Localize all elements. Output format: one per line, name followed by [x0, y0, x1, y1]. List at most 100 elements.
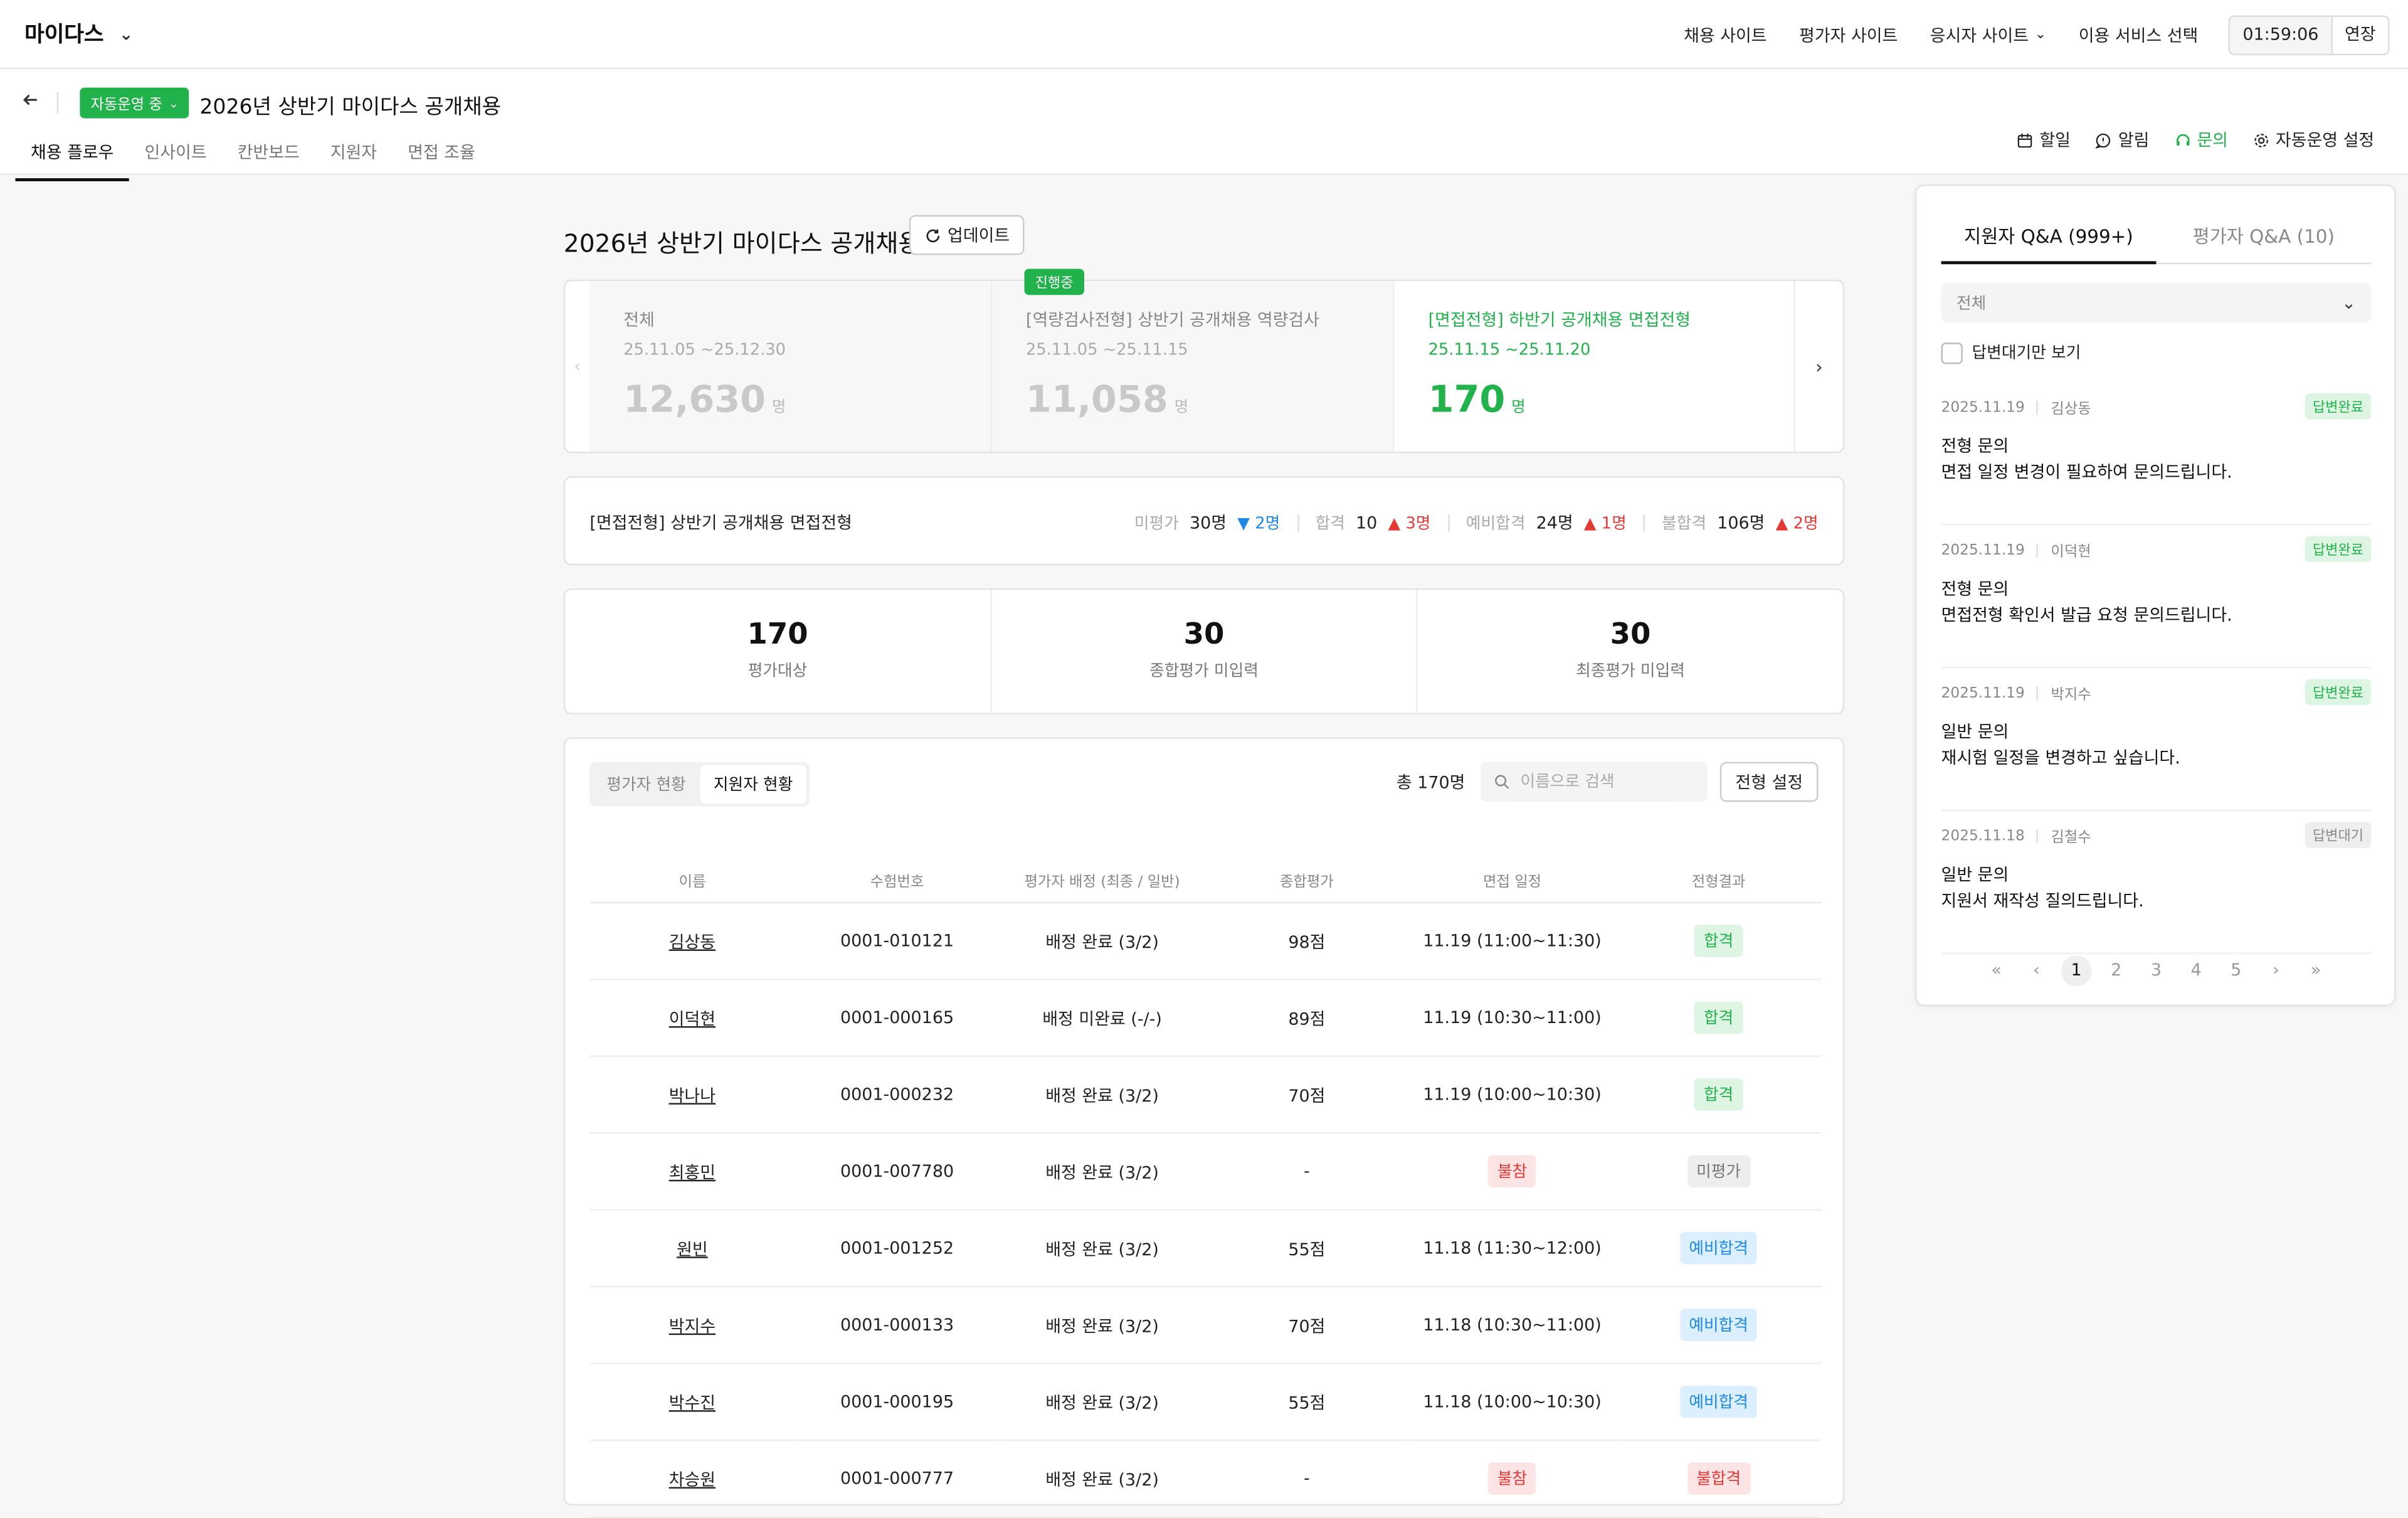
status-dropdown[interactable]: 자동운영 중 ⌄ [80, 87, 190, 119]
overall-score: - [1205, 1133, 1409, 1211]
table-row[interactable]: 차승원 0001-000777 배정 완료 (3/2) - 불참 불합격 [589, 1440, 1822, 1518]
applicant-name-link[interactable]: 김상동 [668, 932, 716, 952]
applicant-name-link[interactable]: 박지수 [668, 1315, 716, 1336]
applicant-name-link[interactable]: 최홍민 [668, 1162, 716, 1182]
exam-number: 0001-000777 [795, 1440, 1000, 1518]
applicant-table: 이름 수험번호 평가자 배정 (최종 / 일반) 종합평가 면접 일정 전형결과… [589, 858, 1822, 1518]
gear-icon [2254, 133, 2268, 147]
divider [1447, 514, 1449, 531]
list-item[interactable]: 2025.11.19 김상동 답변완료 전형 문의 면접 일정 변경이 필요하여 … [1941, 383, 2372, 526]
applicant-status-tab[interactable]: 지원자 현황 [699, 765, 807, 804]
stage-card-all[interactable]: 전체 25.11.05 ~25.12.30 12,630 명 [589, 281, 993, 452]
checkbox-box[interactable] [1941, 341, 1963, 364]
page-1[interactable]: 1 [2056, 955, 2096, 987]
applicant-name-link[interactable]: 차승원 [668, 1469, 716, 1490]
stage-settings-button[interactable]: 전형 설정 [1719, 762, 1819, 802]
stat-reserve: 예비합격 24명 ▲ 1명 [1466, 510, 1627, 534]
list-item[interactable]: 2025.11.18 김철수 답변대기 일반 문의 지원서 재작성 질의드립니다. [1941, 811, 2372, 954]
triangle-up-icon: ▲ [1388, 514, 1401, 533]
applicant-name-link[interactable]: 박나나 [668, 1085, 716, 1106]
tab-interview-schedule[interactable]: 면접 조율 [408, 142, 475, 163]
brand-menu[interactable]: 마이다스 ⌄ [24, 18, 133, 49]
last-page-icon[interactable]: » [2310, 960, 2321, 980]
service-select-link[interactable]: 이용 서비스 선택 [2078, 26, 2199, 46]
overall-score: 55점 [1205, 1363, 1409, 1441]
tab-applicants[interactable]: 지원자 [330, 142, 378, 163]
evaluator-site-link[interactable]: 평가자 사이트 [1799, 26, 1898, 46]
stat-fail: 불합격 106명 ▲ 2명 [1662, 510, 1818, 534]
back-arrow-icon[interactable] [21, 90, 40, 115]
table-header-row: 이름 수험번호 평가자 배정 (최종 / 일반) 종합평가 면접 일정 전형결과 [589, 858, 1822, 903]
divider [1297, 514, 1299, 531]
page-3[interactable]: 3 [2150, 960, 2162, 980]
table-row[interactable]: 이덕현 0001-000165 배정 미완료 (-/-) 89점 11.19 (… [589, 979, 1822, 1057]
search-icon [1495, 775, 1509, 789]
session-timer: 01:59:06 연장 [2229, 15, 2390, 56]
todo-button[interactable]: 할일 [2017, 127, 2071, 152]
auto-settings-label: 자동운영 설정 [2275, 130, 2375, 151]
search-input[interactable] [1517, 771, 1692, 793]
result-badge: 합격 [1694, 925, 1743, 957]
absent-badge: 불참 [1488, 1155, 1536, 1188]
evaluator-status-tab[interactable]: 평가자 현황 [606, 775, 686, 795]
applicant-site-menu[interactable]: 응시자 사이트 ⌄ [1930, 23, 2047, 48]
table-row[interactable]: 김상동 0001-010121 배정 완료 (3/2) 98점 11.19 (1… [589, 902, 1822, 980]
tab-insight[interactable]: 인사이트 [144, 142, 207, 163]
applicant-name-link[interactable]: 박수진 [668, 1393, 716, 1413]
prev-page-icon[interactable]: ‹ [2032, 960, 2040, 980]
recruit-site-link[interactable]: 채용 사이트 [1684, 26, 1767, 46]
list-item[interactable]: 2025.11.19 이덕현 답변완료 전형 문의 면접전형 확인서 발급 요청 … [1941, 526, 2372, 669]
stage-card-aptitude[interactable]: [역량검사전형] 상반기 공개채용 역량검사 25.11.05 ~25.11.1… [992, 281, 1395, 452]
qa-filter-select[interactable]: 전체 ⌄ [1941, 282, 2372, 323]
page-2[interactable]: 2 [2111, 960, 2122, 980]
assign-status: 배정 완료 (3/2) [999, 1209, 1205, 1288]
stage-unit: 명 [1174, 399, 1189, 417]
kpi-label: 최종평가 미입력 [1576, 662, 1685, 681]
result-badge: 합격 [1694, 1078, 1743, 1111]
top-nav: 채용 사이트 평가자 사이트 응시자 사이트 ⌄ 이용 서비스 선택 01:59… [1652, 15, 2390, 56]
table-row[interactable]: 박지수 0001-000133 배정 완료 (3/2) 70점 11.18 (1… [589, 1287, 1822, 1364]
exam-number: 0001-010121 [795, 902, 1000, 980]
kpi-value: 170 [747, 617, 808, 652]
first-page-icon[interactable]: « [1991, 960, 2002, 980]
stage-name: [역량검사전형] 상반기 공개채용 역량검사 [1025, 310, 1319, 331]
applicant-name-link[interactable]: 이덕현 [668, 1008, 716, 1029]
table-row[interactable]: 원빈 0001-001252 배정 완료 (3/2) 55점 11.18 (11… [589, 1209, 1822, 1288]
col-result: 전형결과 [1615, 858, 1822, 903]
table-row[interactable]: 최홍민 0001-007780 배정 완료 (3/2) - 불참 미평가 [589, 1133, 1822, 1211]
chevron-down-icon: ⌄ [2034, 28, 2047, 43]
table-row[interactable]: 박수진 0001-000195 배정 완료 (3/2) 55점 11.18 (1… [589, 1363, 1822, 1441]
result-badge: 예비합격 [1679, 1232, 1758, 1265]
alert-button[interactable]: 알림 [2095, 127, 2149, 152]
applicant-site-label: 응시자 사이트 [1930, 26, 2029, 46]
exam-number: 0001-001252 [795, 1209, 1000, 1288]
table-row[interactable]: 박나나 0001-000232 배정 완료 (3/2) 70점 11.19 (1… [589, 1056, 1822, 1134]
applicant-name-link[interactable]: 원빈 [677, 1239, 708, 1259]
auto-settings-button[interactable]: 자동운영 설정 [2252, 127, 2374, 152]
stat-pass: 합격 10 ▲ 3명 [1316, 511, 1431, 534]
chevron-right-icon[interactable]: › [1793, 281, 1842, 452]
page-5[interactable]: 5 [2231, 960, 2242, 980]
stage-summary: [면접전형] 상반기 공개채용 면접전형 미평가 30명 ▼ 2명 합격 10 … [563, 476, 1845, 566]
stage-count: 11,058 [1025, 378, 1168, 422]
tab-kanban[interactable]: 칸반보드 [237, 142, 300, 163]
page-4[interactable]: 4 [2190, 960, 2202, 980]
tab-applicant-qa[interactable]: 지원자 Q&A (999+) [1941, 223, 2157, 265]
tab-flow[interactable]: 채용 플로우 [15, 130, 129, 181]
kpi-value: 30 [1610, 617, 1651, 652]
extend-button[interactable]: 연장 [2332, 16, 2389, 54]
chevron-left-icon[interactable]: ‹ [565, 281, 591, 452]
list-item[interactable]: 2025.11.19 박지수 답변완료 일반 문의 재시험 일정을 변경하고 싶습… [1941, 668, 2372, 812]
inquiry-button[interactable]: 문의 [2174, 127, 2228, 152]
result-badge: 미평가 [1687, 1155, 1750, 1188]
search-box [1480, 762, 1708, 802]
next-page-icon[interactable]: › [2273, 960, 2279, 980]
kpi-label: 평가대상 [747, 662, 808, 681]
only-waiting-checkbox[interactable]: 답변대기만 보기 [1941, 341, 2081, 364]
update-button[interactable]: 업데이트 [909, 215, 1025, 255]
exam-number: 0001-000133 [795, 1287, 1000, 1364]
triangle-down-icon: ▼ [1237, 514, 1250, 533]
stage-unit: 명 [1511, 399, 1526, 417]
stage-card-interview[interactable]: [면접전형] 하반기 공개채용 면접전형 25.11.15 ~25.11.20 … [1394, 281, 1797, 452]
tab-evaluator-qa[interactable]: 평가자 Q&A (10) [2192, 226, 2335, 248]
